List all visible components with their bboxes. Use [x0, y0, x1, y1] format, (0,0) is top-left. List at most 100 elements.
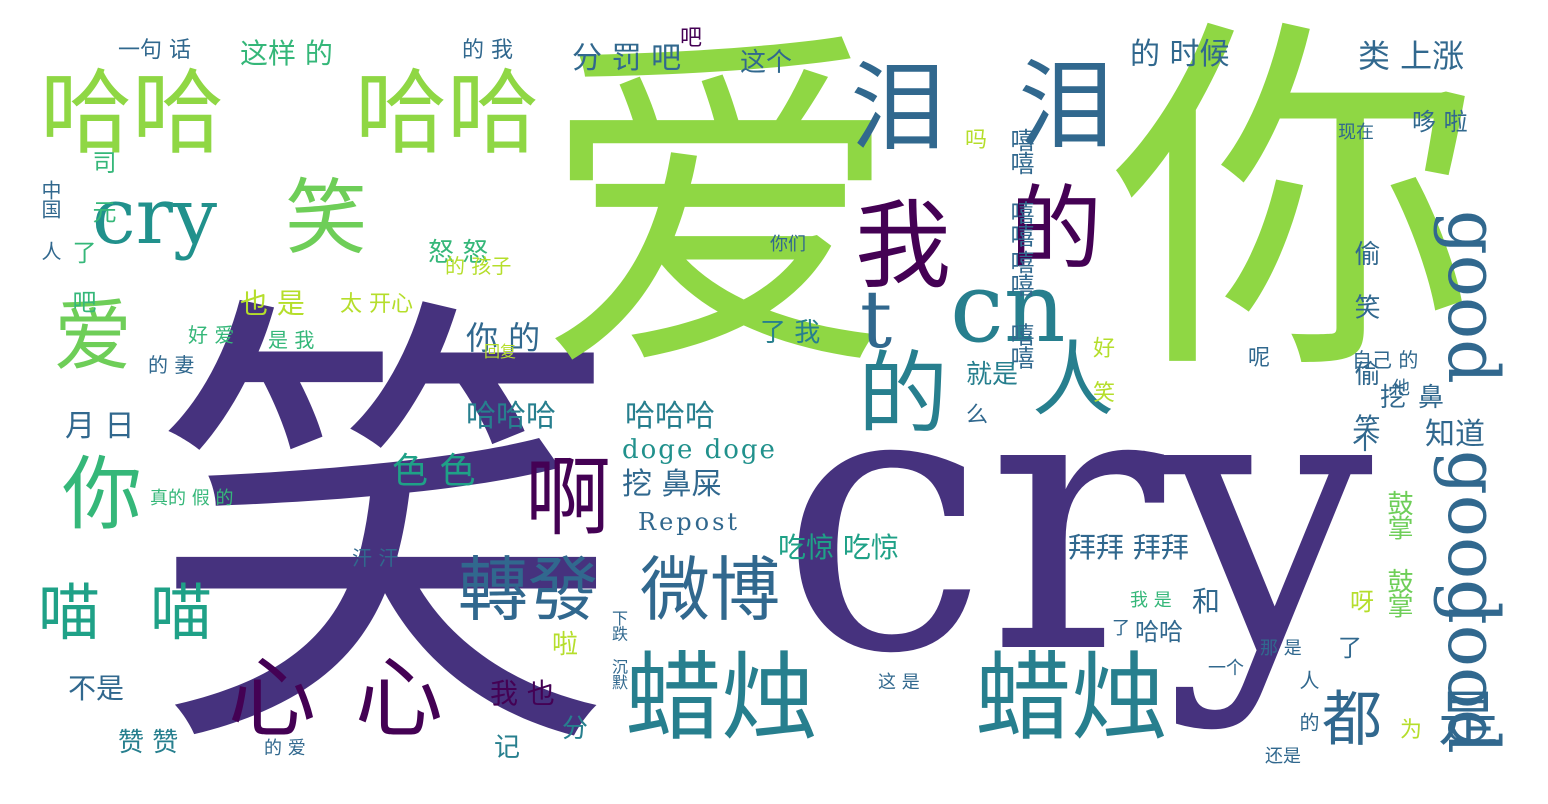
word-cry-large: cry [780, 305, 1374, 735]
word-hao-ai: 好 爱 [188, 323, 235, 347]
word-yijuhua: 一句 话 [118, 38, 191, 63]
word-yi-ge: 一个 [1208, 658, 1244, 679]
word-ne: 呢 [1248, 346, 1271, 371]
word-na-shi: 那 是 [1260, 638, 1302, 659]
word-si-yuan: 司 元 [88, 150, 116, 223]
word-waobishi: 挖 鼻屎 [622, 467, 722, 502]
word-weibo: 微博 [640, 549, 780, 631]
word-leishangzhang: 类 上涨 [1358, 37, 1465, 75]
word-haha-1: 哈哈 [40, 60, 225, 167]
word-hao-xiao: 好 笑 [1089, 336, 1114, 402]
word-fenfaba: 分 罚 吧 [572, 41, 682, 76]
word-de-2: 的 [858, 342, 948, 447]
word-xixi-2: 嘻嘻 嘻嘻 [1006, 250, 1034, 369]
word-ai-medium: 爱 [54, 292, 133, 382]
word-haizi: 的 孩子 [445, 254, 512, 278]
word-chijing: 吃惊 吃惊 [778, 531, 899, 564]
word-wa: 挖 [1380, 383, 1407, 413]
word-cry-medium: cry [92, 172, 218, 262]
word-hahaha-1: 哈哈哈 [466, 399, 556, 434]
word-lazhu-1: 蜡烛 [625, 642, 817, 754]
word-zhe-shi: 这 是 [878, 672, 920, 693]
word-jiushi: 就是 [966, 360, 1019, 390]
word-ren: 人 [1032, 333, 1115, 428]
word-taikaixin: 太 开心 [340, 292, 413, 317]
word-me: 么 [966, 403, 989, 428]
word-buyao: 不是 [68, 672, 125, 705]
word-ren-de: 人 的 [1296, 670, 1320, 731]
word-bi: 鼻 [1418, 383, 1445, 413]
word-a: 啊 [525, 448, 611, 548]
word-touxiao-1: 偷 笑 [1350, 240, 1380, 319]
word-le-2: 了 [1112, 618, 1130, 639]
word-zheyangde: 这样 的 [240, 37, 333, 70]
word-wo-large: 我 [855, 190, 951, 302]
word-nunu: 怒 怒 [428, 238, 489, 268]
word-repost: Repost [638, 508, 741, 536]
word-xiao-large: 笑 [150, 261, 620, 804]
word-xiadie-chenmo: 下跌 沉默 [609, 610, 628, 690]
word-hai-shi: 还是 [1265, 746, 1301, 767]
word-nide: 你 的 [466, 319, 541, 357]
word-ni-medium: 你 [62, 448, 142, 541]
word-lazhu-2: 蜡烛 [975, 642, 1167, 754]
word-le-ba: 了 吧 [68, 240, 96, 313]
word-deshihou: 的 时候 [1130, 37, 1230, 72]
word-hanhan: 汗 汗 [352, 546, 399, 570]
word-miao-1: 喵 [38, 576, 101, 649]
word-de-1: 的 [1010, 176, 1103, 283]
word-xin-1: 心 [228, 647, 317, 750]
word-xiao-medium: 笑 [285, 171, 368, 266]
word-xixi-1: 嘻嘻 嘻嘻 [1006, 128, 1034, 247]
word-la: 啦 [552, 630, 579, 660]
word-zanzan: 赞 赞 [118, 728, 179, 758]
word-ziji-de: 自己 的 [1352, 348, 1419, 372]
word-buzhidao: 知道 [1425, 417, 1485, 452]
word-zhuanfa: 轉發 [458, 549, 598, 631]
word-miao-2: 喵 [150, 576, 213, 649]
word-yeshi: 也 是 [240, 287, 305, 320]
word-good-1: good [1432, 210, 1514, 384]
word-doge: doge doge [622, 435, 777, 465]
word-de-ai: 的 爱 [264, 738, 306, 759]
word-guzhang: 鼓掌 鼓掌 [1383, 490, 1413, 618]
word-zhege: 这个 [740, 48, 793, 78]
word-ya: 呀 [1350, 588, 1374, 616]
word-duo-la: 哆 啦 [1412, 108, 1468, 136]
word-xin-2: 心 [355, 647, 444, 750]
word-haha-2: 哈哈 [355, 60, 540, 167]
word-ji: 记 [494, 733, 521, 763]
word-wei: 为 [1400, 718, 1423, 743]
word-dou: 都 [1322, 685, 1382, 755]
word-ni-large: 你 [1110, 0, 1480, 420]
word-ai-large: 爱 [540, 0, 900, 419]
word-fen: 分 [562, 714, 589, 744]
word-le-wo: 了 我 [760, 318, 821, 348]
word-good-3: good [1432, 580, 1514, 754]
word-good-2: good [1432, 450, 1514, 624]
word-huifu: 回复 [484, 342, 517, 361]
word-bu: 不 [1352, 426, 1379, 456]
word-shi-wo: 是 我 [268, 328, 315, 352]
word-woye: 我 也 [490, 677, 555, 710]
word-zhende-jiade: 真的 假 的 [150, 488, 234, 509]
word-baibai: 拜拜 拜拜 [1068, 531, 1189, 564]
word-t: t [860, 273, 893, 366]
word-wo-shi: 我 是 [1130, 590, 1172, 611]
word-le: 了 [1338, 634, 1362, 662]
word-ta: 他 [1392, 378, 1410, 399]
word-hahaha-2: 哈哈哈 [625, 399, 715, 434]
word-lei-2: 泪 [1018, 50, 1114, 162]
word-cn: cn [950, 252, 1066, 364]
word-ma: 吗 [965, 128, 988, 153]
word-sese: 色 色 [392, 451, 476, 492]
word-dewo: 的 我 [462, 38, 513, 63]
word-xianzai: 现在 [1338, 122, 1374, 143]
word-lei-1: 泪 [850, 52, 946, 164]
word-yueri: 月 日 [65, 409, 135, 444]
word-nimen: 你们 [770, 234, 806, 255]
word-he: 和 [1192, 585, 1221, 618]
word-shi: 是 [1438, 685, 1498, 755]
word-haha-small: 哈哈 [1135, 618, 1183, 646]
